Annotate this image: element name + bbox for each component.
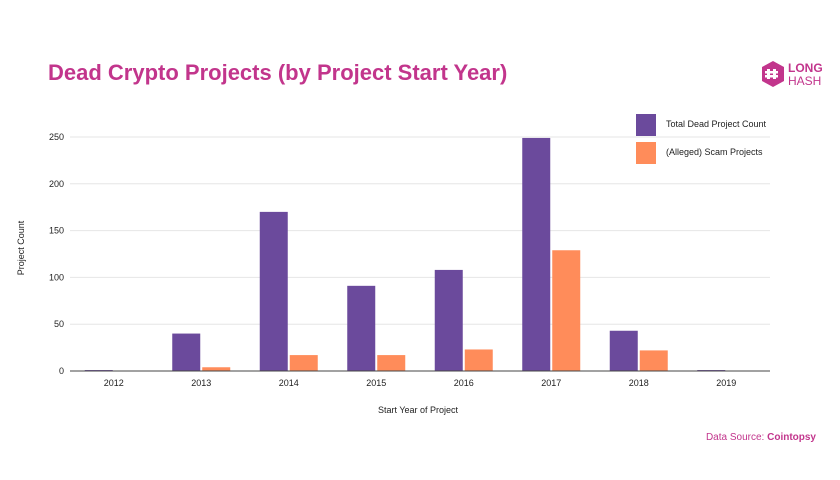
y-tick-label: 100 — [49, 272, 64, 282]
chart-title: Dead Crypto Projects (by Project Start Y… — [48, 60, 508, 85]
logo-text-long: LONG — [788, 61, 823, 75]
x-tick-label: 2016 — [454, 378, 474, 388]
longhash-logo-icon — [762, 61, 784, 87]
data-source-prefix: Data Source: — [705, 432, 768, 443]
legend-label-total: Total Dead Project Count — [666, 119, 767, 129]
y-axis-label: Project Count — [16, 220, 26, 275]
x-tick-label: 2018 — [629, 378, 649, 388]
bar-total-dead-2014 — [259, 211, 288, 371]
bar-total-dead-2018 — [609, 330, 638, 371]
y-tick-label: 250 — [49, 132, 64, 142]
bar-scam-2018 — [639, 350, 668, 371]
bar-total-dead-2017 — [522, 137, 551, 371]
legend-swatch-scam — [636, 142, 656, 164]
logo-text-hash: HASH — [788, 74, 822, 88]
y-tick-label: 50 — [54, 319, 64, 329]
bar-scam-2014 — [289, 355, 318, 371]
bar-scam-2013 — [202, 367, 231, 371]
data-source-name: Cointopsy — [767, 432, 816, 443]
bar-scam-2015 — [377, 355, 406, 371]
longhash-logo: LONG HASH — [760, 58, 830, 92]
x-tick-label: 2019 — [716, 378, 736, 388]
y-tick-label: 0 — [59, 366, 64, 376]
y-tick-label: 150 — [49, 226, 64, 236]
x-tick-label: 2012 — [104, 378, 124, 388]
y-tick-label: 200 — [49, 179, 64, 189]
bar-scam-2017 — [552, 250, 581, 371]
bar-total-dead-2016 — [434, 269, 463, 371]
bar-total-dead-2013 — [172, 333, 201, 371]
x-tick-label: 2014 — [279, 378, 299, 388]
x-tick-label: 2013 — [191, 378, 211, 388]
legend-label-scam: (Alleged) Scam Projects — [666, 147, 763, 157]
data-source: Data Source: Cointopsy — [706, 432, 816, 443]
bar-scam-2016 — [464, 349, 493, 371]
legend-swatch-total — [636, 114, 656, 136]
x-axis-label: Start Year of Project — [378, 405, 459, 415]
bar-total-dead-2015 — [347, 285, 376, 371]
x-tick-label: 2015 — [366, 378, 386, 388]
x-tick-label: 2017 — [541, 378, 561, 388]
